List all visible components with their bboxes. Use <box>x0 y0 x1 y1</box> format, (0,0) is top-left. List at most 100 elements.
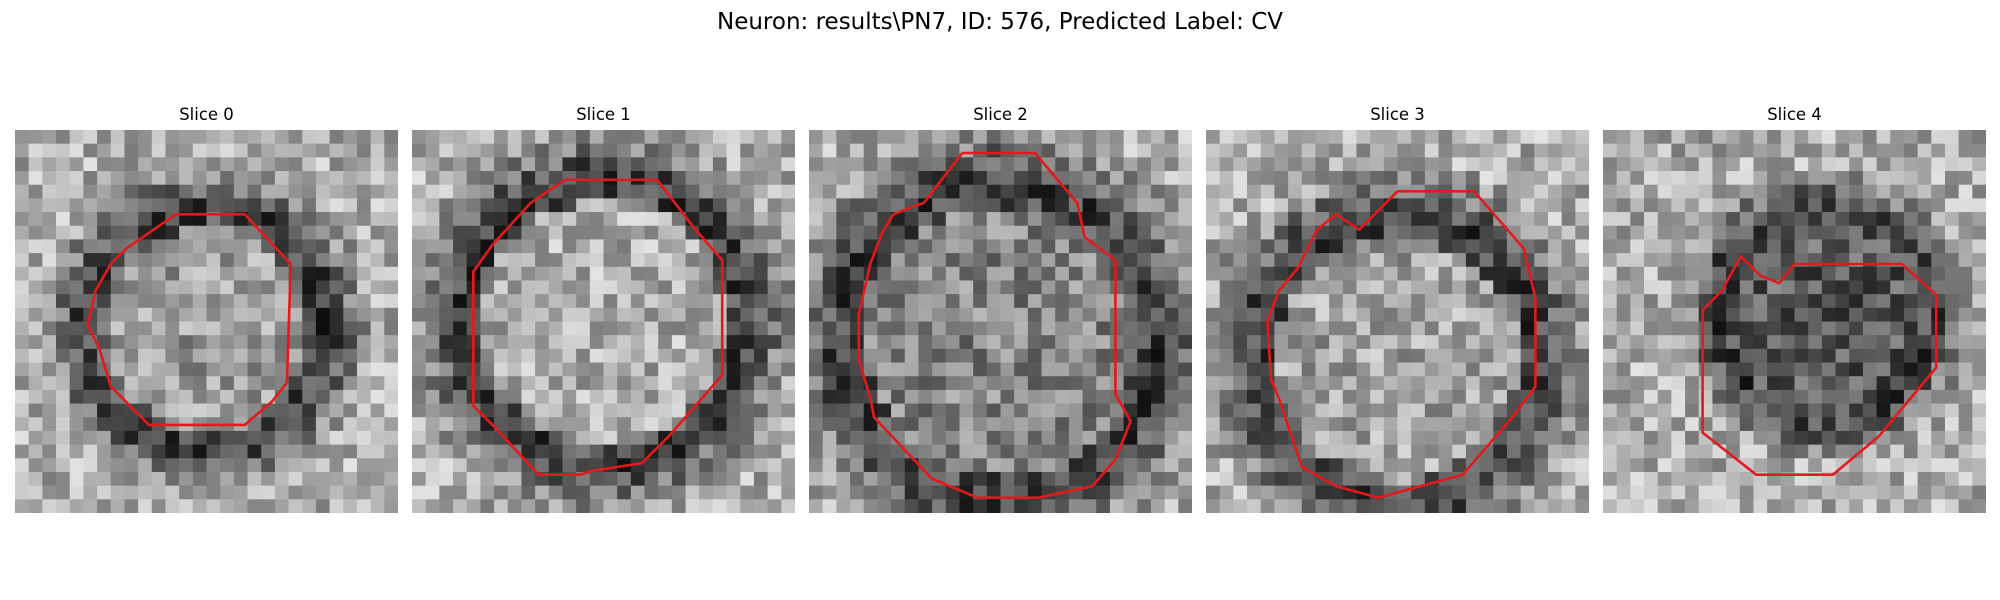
pixel <box>535 403 550 418</box>
pixel <box>1000 212 1015 227</box>
pixel <box>1753 143 1768 158</box>
pixel <box>699 239 714 254</box>
segmentation-contour <box>86 213 293 427</box>
pixel <box>740 348 755 364</box>
pixel <box>1520 225 1535 241</box>
pixel <box>1150 321 1166 336</box>
pixel <box>1794 143 1809 158</box>
pixel <box>83 348 98 364</box>
pixel <box>1657 444 1672 459</box>
pixel <box>973 348 988 364</box>
pixel <box>521 321 536 336</box>
pixel <box>1123 130 1138 145</box>
pixel <box>1671 266 1686 282</box>
pixel <box>548 239 564 254</box>
pixel <box>1233 335 1248 350</box>
pixel <box>1178 485 1192 500</box>
pixel <box>220 458 235 473</box>
pixel <box>56 266 71 282</box>
pixel <box>562 171 577 186</box>
pixel <box>548 253 564 268</box>
pixel <box>343 184 358 199</box>
pixel <box>1082 171 1097 186</box>
pixel <box>1931 212 1946 227</box>
pixel <box>110 171 126 186</box>
pixel <box>1000 184 1015 199</box>
pixel <box>1698 362 1714 377</box>
pixel <box>439 280 454 295</box>
pixel <box>1383 212 1399 227</box>
pixel <box>1027 471 1043 487</box>
pixel <box>1397 143 1412 158</box>
pixel <box>1972 280 1986 295</box>
pixel <box>1726 376 1741 391</box>
pixel <box>288 362 303 377</box>
pixel <box>617 294 632 309</box>
pixel <box>1411 376 1426 391</box>
pixel <box>494 444 509 459</box>
pixel <box>1547 430 1563 446</box>
pixel <box>959 321 974 336</box>
pixel <box>548 485 564 500</box>
pixel <box>1370 294 1385 309</box>
pixel <box>1055 321 1070 336</box>
pixel <box>1616 294 1631 309</box>
pixel <box>1739 362 1755 377</box>
pixel <box>1411 389 1426 405</box>
pixel <box>233 253 249 268</box>
pixel <box>1465 485 1481 500</box>
pixel <box>1288 499 1303 513</box>
pixel <box>671 485 687 500</box>
pixel <box>1178 389 1192 405</box>
pixel <box>124 403 139 418</box>
pixel <box>617 280 632 295</box>
pixel <box>630 321 646 336</box>
pixel <box>1767 403 1782 418</box>
pixel <box>1397 444 1412 459</box>
pixel <box>726 294 741 309</box>
pixel <box>1301 198 1317 213</box>
pixel <box>1794 157 1809 172</box>
pixel <box>179 321 194 336</box>
pixel <box>576 389 591 405</box>
pixel <box>1219 403 1234 418</box>
pixel <box>192 239 208 254</box>
pixel <box>1301 321 1317 336</box>
pixel <box>110 212 126 227</box>
pixel <box>261 307 276 323</box>
pixel <box>1109 485 1125 500</box>
pixel <box>343 157 358 172</box>
pixel <box>658 348 673 364</box>
pixel <box>1849 321 1864 336</box>
pixel <box>1068 307 1084 323</box>
pixel <box>521 499 536 513</box>
pixel <box>1685 321 1700 336</box>
pixel <box>973 471 988 487</box>
pixel <box>1137 157 1152 172</box>
pixel <box>329 212 344 227</box>
pixel <box>97 458 112 473</box>
slice-panel-2: Slice 2 <box>809 104 1192 513</box>
pixel <box>1780 376 1796 391</box>
pixel <box>1753 184 1768 199</box>
pixel <box>562 294 577 309</box>
pixel <box>1014 171 1029 186</box>
pixel <box>1356 184 1371 199</box>
pixel <box>1397 417 1412 432</box>
pixel <box>603 280 618 295</box>
pixel <box>206 184 221 199</box>
pixel <box>603 499 618 513</box>
pixel <box>1370 280 1385 295</box>
pixel <box>1247 307 1262 323</box>
pixel <box>274 335 290 350</box>
pixel <box>1506 253 1522 268</box>
pixel <box>781 362 795 377</box>
pixel <box>1465 143 1481 158</box>
pixel <box>918 430 933 446</box>
pixel <box>288 321 303 336</box>
pixel <box>1944 389 1960 405</box>
pixel <box>1534 225 1549 241</box>
pixel <box>302 266 317 282</box>
pixel <box>850 198 865 213</box>
pixel <box>1465 335 1481 350</box>
